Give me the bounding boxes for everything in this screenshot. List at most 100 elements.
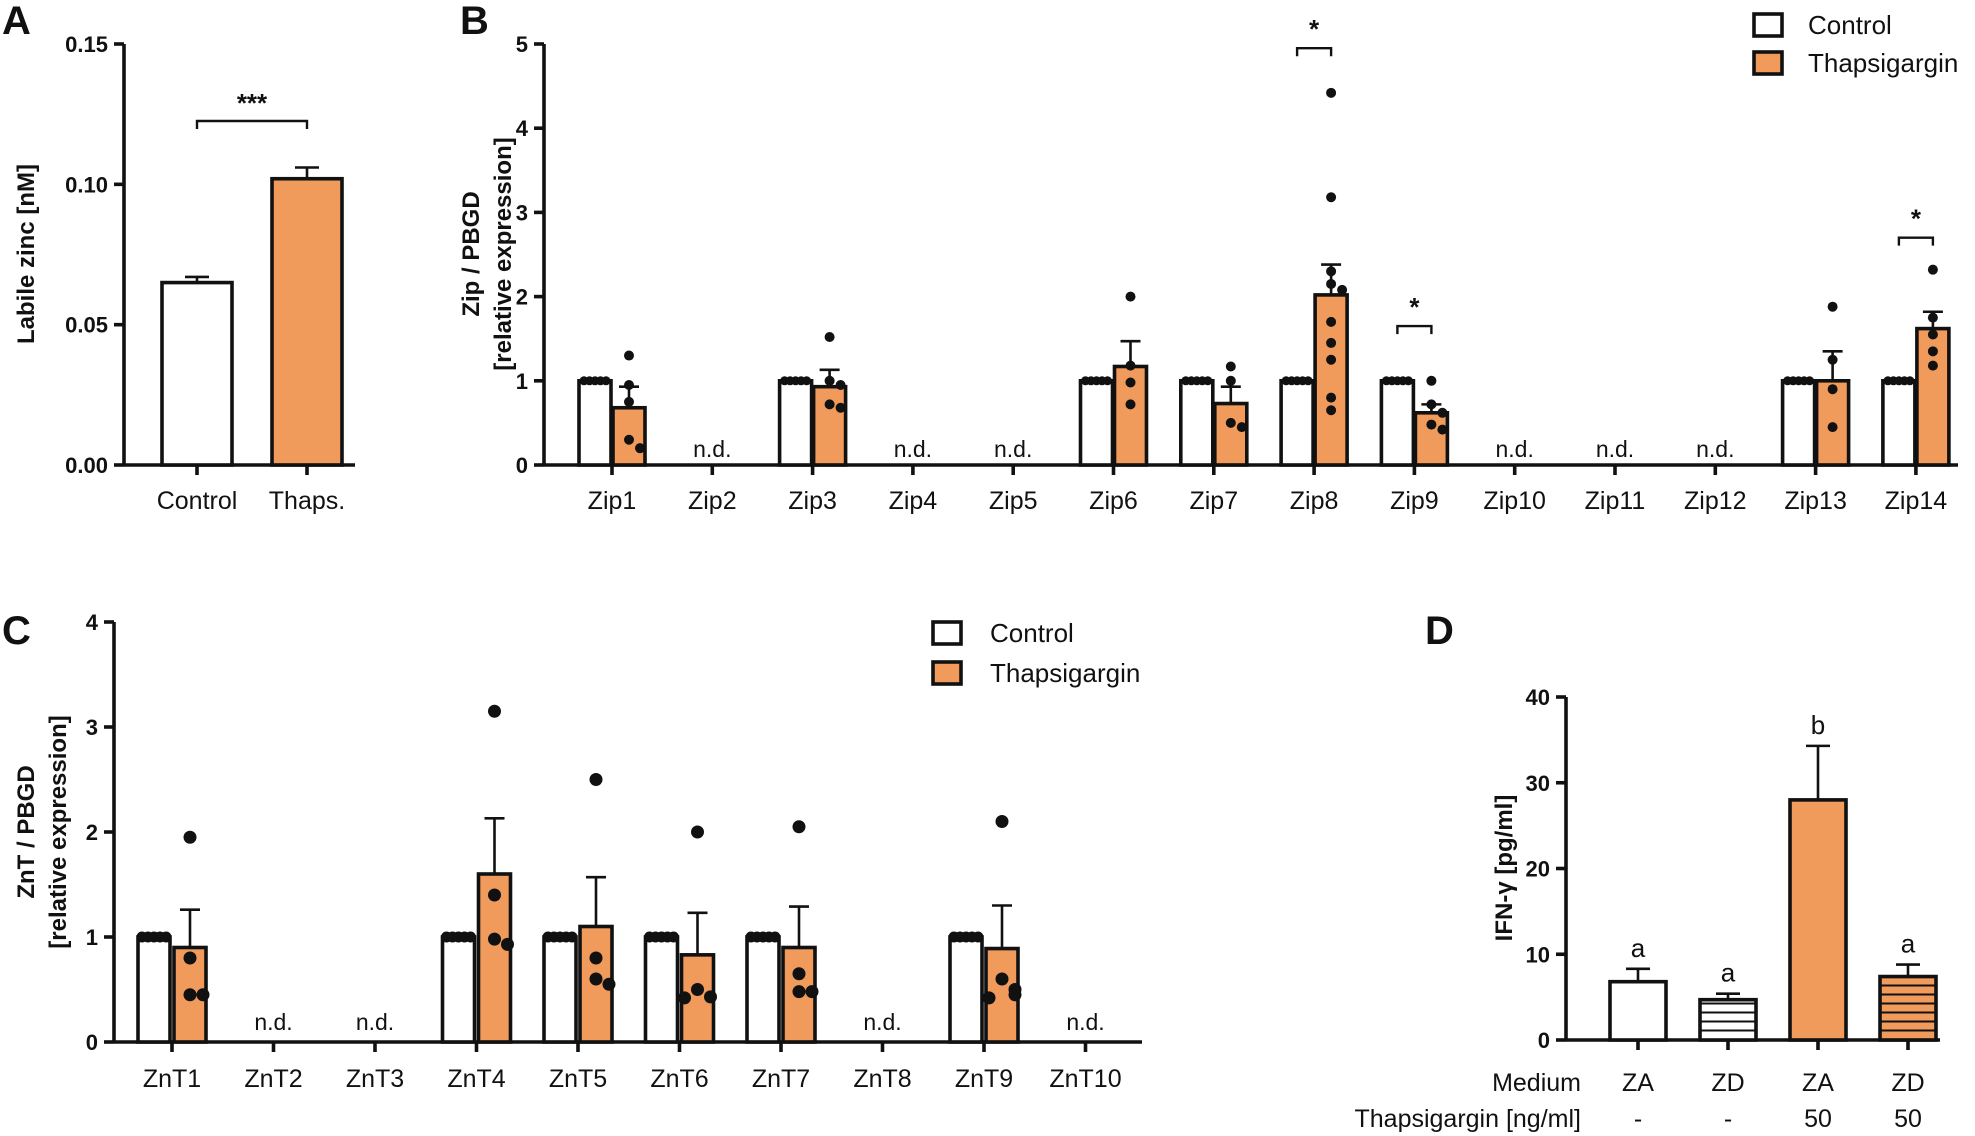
panel-c-data-point: [488, 932, 501, 946]
panel-c-category-label: ZnT1: [143, 1065, 201, 1093]
panel-c-category-label: ZnT5: [549, 1065, 607, 1093]
panel-b-data-point: [1125, 377, 1136, 388]
panel-b-data-point: [1827, 384, 1838, 395]
panel-c-category-label: ZnT10: [1049, 1065, 1121, 1093]
panel-b-control-point: [1403, 376, 1413, 386]
panel-b-data-point: [635, 443, 645, 454]
panel-c-data-point: [792, 967, 806, 981]
panel-b-control-point: [601, 376, 611, 386]
panel-letter-c: C: [2, 609, 31, 653]
panel-d-significance-letter: a: [1901, 929, 1916, 959]
panel-d-bar: [1878, 974, 1938, 1042]
panel-c-data-point: [589, 773, 603, 786]
panel-c-control-point: [160, 931, 172, 943]
panel-b-data-point: [1426, 419, 1437, 430]
panel-b-control-point: [1905, 376, 1915, 386]
panel-c-nd-label: n.d.: [254, 1009, 292, 1035]
panel-d-bar: [1698, 997, 1758, 1042]
panel-d-bar: [1788, 798, 1848, 1042]
panel-b-legend-thapsigargin: Thapsigargin: [1808, 48, 1958, 78]
panel-c-control-point: [465, 931, 476, 943]
panel-d-row-label-medium: Medium: [1492, 1069, 1581, 1097]
panel-c-data-point: [196, 988, 210, 1002]
panel-c-category-label: ZnT9: [955, 1065, 1013, 1093]
panel-b-category-label: Zip7: [1189, 487, 1238, 515]
panel-b-control-point: [802, 376, 812, 386]
panel-c-data-point: [488, 704, 501, 718]
panel-b-data-point: [1326, 316, 1337, 327]
panel-c-control-point: [668, 931, 679, 943]
panel-a-y-tick-label: 0.00: [65, 453, 108, 478]
panel-b-data-point: [1326, 87, 1337, 98]
panel-d-bar: [1608, 979, 1668, 1042]
panel-c-control-point: [769, 931, 781, 943]
panel-c-nd-label: n.d.: [356, 1009, 394, 1035]
panel-c-y-tick-label: 4: [86, 610, 99, 635]
panel-b-category-label: Zip2: [688, 487, 737, 515]
panel-b-data-point: [1827, 354, 1838, 365]
panel-d-chart: 0 10 20 30 40 a ZA - a ZD - b ZA 50 a ZD 50 Medium Thapsig…: [1354, 685, 1940, 1133]
panel-c-category-label: ZnT2: [244, 1065, 302, 1093]
panel-b-category-label: Zip5: [989, 487, 1038, 515]
panel-d-significance-letter: a: [1721, 958, 1736, 988]
panel-b-data-point: [1927, 329, 1938, 340]
panel-b-category-label: Zip10: [1483, 487, 1546, 515]
panel-c-legend-control: Control: [990, 618, 1074, 648]
panel-b-data-point: [1927, 346, 1938, 357]
panel-b-data-point: [1437, 407, 1448, 418]
panel-b-thapsigargin-bar: [811, 384, 848, 467]
panel-b-data-point: [1927, 264, 1938, 275]
panel-c-data-point: [805, 985, 819, 999]
panel-b-control-bar: [1279, 378, 1315, 467]
panel-a-bar-control: [160, 280, 234, 467]
panel-c-control-point: [566, 931, 578, 943]
panel-b-significance-bracket: [1295, 47, 1333, 57]
panel-b-data-point: [1326, 405, 1337, 416]
panel-c-legend-thapsigargin: Thapsigargin: [990, 658, 1140, 688]
panel-c-category-label: ZnT7: [752, 1065, 810, 1093]
panel-b-y-label-line1: Zip / PBGD: [458, 191, 485, 316]
panel-b-data-point: [1827, 422, 1838, 433]
panel-d-y-tick-label: 10: [1526, 942, 1550, 967]
panel-b-nd-label: n.d.: [994, 436, 1032, 462]
panel-b-category-label: Zip14: [1885, 487, 1948, 515]
panel-c-data-point: [602, 977, 616, 991]
panel-b-significance-bracket: [1897, 236, 1935, 246]
panel-b-legend-swatch-control: [1752, 12, 1784, 38]
panel-b-legend-swatch-thapsigargin: [1752, 50, 1784, 76]
panel-c-control-bar: [542, 935, 578, 1044]
panel-c-y-label-line2: [relative expression]: [45, 715, 72, 948]
panel-d-medium-label: ZD: [1711, 1069, 1744, 1097]
panel-d-medium-label: ZA: [1802, 1069, 1834, 1097]
panel-d-y-tick-label: 30: [1526, 771, 1550, 796]
panel-d-medium-label: ZA: [1622, 1069, 1654, 1097]
panel-b-data-point: [1326, 337, 1337, 348]
panel-c-legend-swatch-thapsigargin: [931, 660, 963, 686]
panel-b-data-point: [1426, 375, 1437, 386]
panel-c-control-bar: [643, 935, 680, 1044]
panel-b-thapsigargin-bar: [1915, 326, 1951, 467]
panel-c-legend-swatch-control: [931, 620, 963, 646]
panel-c-y-tick-label: 3: [86, 715, 98, 740]
panel-b-nd-label: n.d.: [894, 436, 932, 462]
panel-a-significance-label: ***: [237, 88, 268, 118]
panel-b-control-bar: [1881, 378, 1917, 467]
panel-b-data-point: [1125, 360, 1136, 371]
panel-a-bar-thaps: [270, 176, 344, 467]
panel-b-legend-control: Control: [1808, 10, 1892, 40]
panel-c-data-point: [792, 820, 806, 834]
panel-c-control-bar: [136, 935, 172, 1044]
panel-b-nd-label: n.d.: [1596, 436, 1634, 462]
panel-letter-b: B: [460, 0, 489, 43]
panel-c-nd-label: n.d.: [1066, 1009, 1104, 1035]
panel-b-data-point: [835, 402, 846, 413]
panel-b-data-point: [1326, 192, 1337, 203]
panel-a-y-tick-label: 0.05: [65, 313, 108, 338]
panel-b-control-point: [1805, 376, 1815, 386]
panel-b-category-label: Zip1: [588, 487, 637, 515]
panel-b-data-point: [624, 396, 634, 407]
panel-b-control-point: [1103, 376, 1112, 386]
panel-c-data-point: [704, 990, 717, 1004]
panel-b-category-label: Zip3: [788, 487, 837, 515]
panel-b-y-tick-label: 4: [516, 116, 529, 141]
